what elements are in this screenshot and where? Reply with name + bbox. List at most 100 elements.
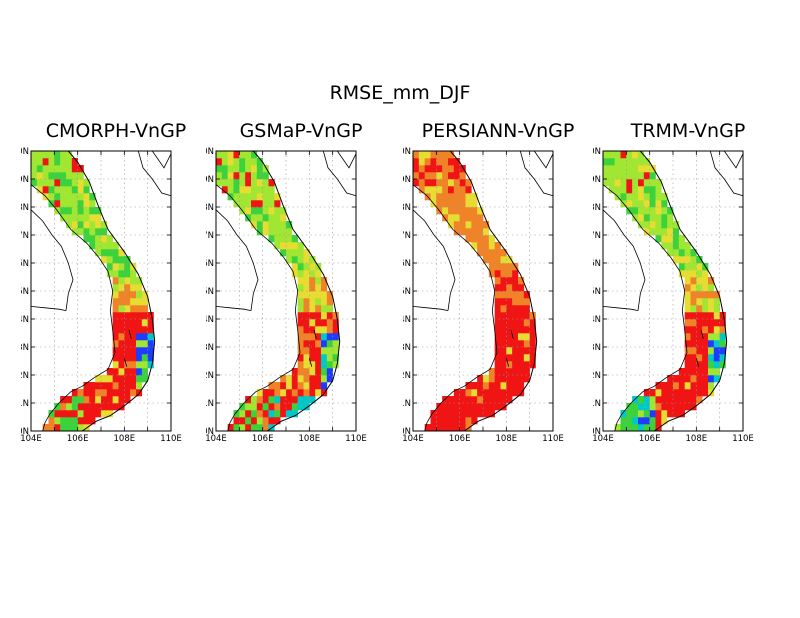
data-cell: [620, 172, 627, 180]
data-cell: [297, 396, 304, 404]
data-cell: [673, 256, 680, 264]
data-cell: [626, 403, 633, 411]
data-cell: [442, 424, 449, 432]
data-cell: [506, 396, 513, 404]
data-cell: [643, 193, 650, 201]
data-cell: [309, 256, 316, 264]
data-cell: [60, 172, 67, 180]
lon-tick-label: 108E: [686, 434, 708, 444]
data-cell: [506, 277, 513, 285]
data-cell: [678, 256, 685, 264]
data-cell: [494, 312, 501, 320]
data-cell: [256, 186, 263, 194]
data-cell: [518, 298, 525, 306]
data-cell: [608, 158, 615, 166]
lat-tick-label: 12N: [21, 371, 29, 381]
data-cell: [632, 186, 639, 194]
data-cell: [632, 200, 639, 208]
data-cell: [268, 389, 275, 397]
data-cell: [442, 200, 449, 208]
data-cell: [77, 172, 84, 180]
data-cell: [690, 277, 697, 285]
data-cell: [424, 172, 431, 180]
data-cell: [494, 270, 501, 278]
data-cell: [77, 396, 84, 404]
data-cell: [684, 256, 691, 264]
data-cell: [251, 179, 258, 187]
data-cell: [471, 193, 478, 201]
data-cell: [321, 319, 328, 327]
data-cell: [48, 179, 55, 187]
data-cell: [448, 410, 455, 418]
data-cell: [60, 179, 67, 187]
data-cell: [315, 340, 322, 348]
data-cell: [702, 312, 709, 320]
data-cell: [332, 347, 339, 355]
data-cell: [678, 270, 685, 278]
data-cell: [418, 165, 425, 173]
data-cell: [124, 382, 131, 390]
data-cell: [506, 312, 513, 320]
data-cell: [262, 403, 269, 411]
data-cell: [54, 179, 61, 187]
data-cell: [280, 375, 287, 383]
data-cell: [60, 165, 67, 173]
data-cell: [274, 389, 281, 397]
data-cell: [643, 417, 650, 425]
data-cell: [309, 319, 316, 327]
data-cell: [54, 165, 61, 173]
data-cell: [95, 375, 102, 383]
data-cell: [465, 228, 472, 236]
data-cell: [66, 179, 73, 187]
data-cell: [719, 326, 726, 334]
data-cell: [291, 242, 298, 250]
data-cell: [430, 186, 437, 194]
data-cell: [529, 340, 536, 348]
data-cell: [649, 396, 656, 404]
data-cell: [54, 158, 61, 166]
data-cell: [638, 396, 645, 404]
data-cell: [95, 410, 102, 418]
lat-tick-label: 13N: [593, 343, 601, 353]
data-cell: [124, 305, 131, 313]
data-cell: [42, 151, 49, 159]
data-cell: [268, 235, 275, 243]
data-cell: [141, 291, 148, 299]
data-cell: [291, 235, 298, 243]
data-cell: [506, 284, 513, 292]
data-cell: [702, 354, 709, 362]
data-cell: [638, 158, 645, 166]
data-cell: [83, 186, 90, 194]
data-cell: [632, 410, 639, 418]
border-line: [723, 150, 744, 169]
data-cell: [303, 403, 310, 411]
data-cell: [251, 410, 258, 418]
data-cell: [136, 298, 143, 306]
data-cell: [643, 158, 650, 166]
map-frame: 10N 11N 12N 13N 14N 15N 16N 17N 18N 19N 20N 104E 106…: [206, 147, 367, 444]
data-cell: [506, 354, 513, 362]
data-cell: [518, 347, 525, 355]
data-cell: [643, 396, 650, 404]
data-cell: [719, 354, 726, 362]
data-cell: [315, 326, 322, 334]
data-cell: [512, 375, 519, 383]
data-cell: [442, 172, 449, 180]
data-cell: [678, 235, 685, 243]
data-cell: [453, 214, 460, 222]
data-cell: [147, 361, 154, 369]
data-cell: [702, 284, 709, 292]
data-cell: [436, 165, 443, 173]
data-cell: [118, 340, 125, 348]
panel-title: TRMM-VnGP: [630, 120, 746, 142]
data-cell: [713, 333, 720, 341]
figure-title: RMSE_mm_DJF: [329, 82, 471, 104]
data-cell: [649, 410, 656, 418]
data-cell: [66, 158, 73, 166]
data-cell: [512, 305, 519, 313]
data-cell: [436, 193, 443, 201]
data-cell: [684, 298, 691, 306]
data-cell: [262, 424, 269, 432]
data-cell: [626, 151, 633, 159]
data-cell: [655, 186, 662, 194]
